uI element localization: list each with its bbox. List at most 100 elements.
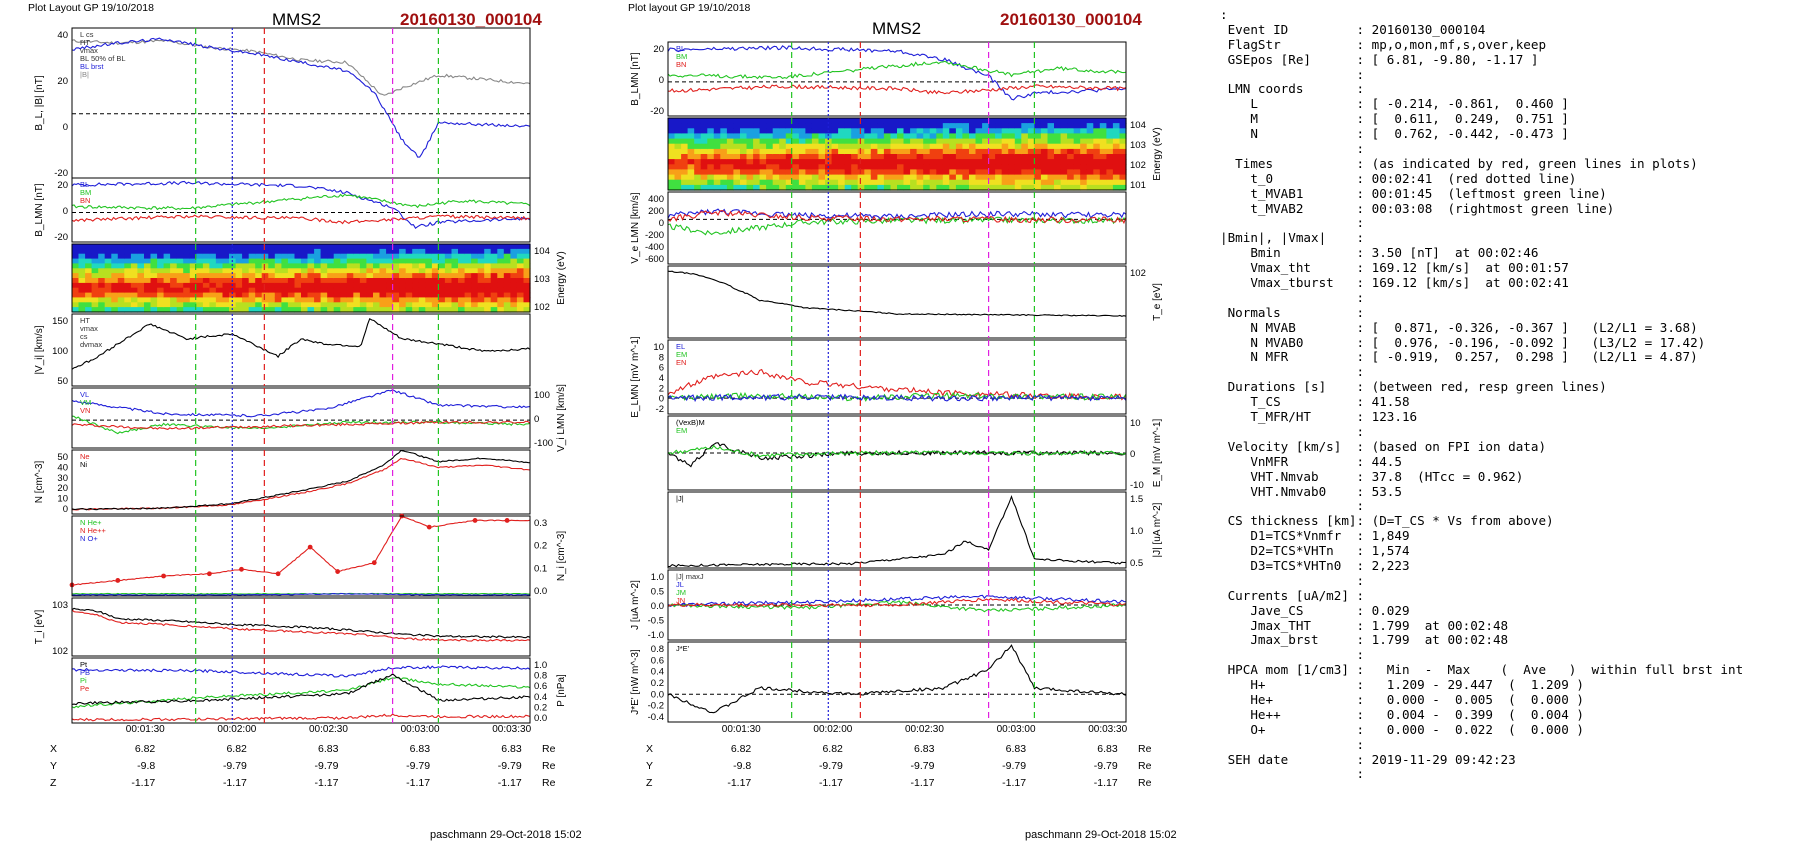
spectrogram-cell bbox=[104, 268, 112, 274]
spectrogram-cell bbox=[857, 133, 865, 140]
spectrogram-cell bbox=[104, 297, 112, 303]
spectrogram-cell bbox=[785, 148, 793, 155]
spectrogram-cell bbox=[681, 184, 689, 191]
spectrogram-cell bbox=[746, 159, 754, 165]
series-line bbox=[71, 214, 531, 225]
spectrogram-cell bbox=[779, 169, 787, 176]
spectrogram-cell bbox=[975, 143, 983, 150]
series-line bbox=[71, 713, 531, 722]
y-tick-label: 104 bbox=[1130, 120, 1146, 131]
spectrogram-cell bbox=[379, 302, 387, 308]
spectrogram-cell bbox=[1054, 148, 1062, 155]
spectrogram-cell bbox=[78, 297, 86, 303]
series-line bbox=[71, 318, 531, 370]
spectrogram-cell bbox=[681, 148, 689, 155]
spectrogram-cell bbox=[969, 148, 977, 155]
series-line bbox=[667, 393, 1127, 403]
spectrogram-cell bbox=[955, 184, 963, 191]
spectrogram-cell bbox=[399, 263, 407, 269]
spectrogram-cell bbox=[451, 273, 459, 279]
position-value: 6.82 bbox=[731, 743, 752, 755]
spectrogram-cell bbox=[988, 169, 996, 176]
panel-frame bbox=[667, 191, 1127, 265]
spectrogram-cell bbox=[222, 244, 230, 250]
spectrogram-cell bbox=[792, 138, 800, 145]
spectrogram-cell bbox=[1112, 184, 1120, 191]
spectrogram-cell bbox=[366, 273, 374, 279]
spectrogram-cell bbox=[1054, 154, 1062, 160]
spectrogram-cell bbox=[438, 287, 446, 294]
spectrogram-cell bbox=[851, 133, 859, 140]
spectrogram-cell bbox=[287, 282, 295, 289]
spectrogram-cell bbox=[78, 253, 86, 260]
y-tick-label: 103 bbox=[1130, 140, 1146, 151]
spectrogram-cell bbox=[346, 268, 354, 274]
y-tick-label: 150 bbox=[52, 316, 68, 327]
info-line: N MVAB : [ 0.871, -0.326, -0.367 ] (L2/L… bbox=[1220, 319, 1698, 335]
spectrogram-cell bbox=[98, 268, 106, 274]
spectrogram-cell bbox=[418, 263, 426, 269]
spectrogram-cell bbox=[870, 123, 878, 129]
spectrogram-cell bbox=[995, 123, 1003, 129]
spectrogram-cell bbox=[740, 143, 748, 150]
spectrogram-cell bbox=[903, 123, 911, 129]
spectrogram-cell bbox=[838, 123, 846, 129]
spectrogram-cell bbox=[438, 292, 446, 299]
legend-entry: vmax bbox=[80, 324, 98, 333]
x-tick-label: 00:03:00 bbox=[401, 724, 440, 735]
spectrogram-cell bbox=[458, 268, 466, 274]
spectrogram-cell bbox=[392, 292, 400, 299]
spectrogram-cell bbox=[890, 169, 898, 176]
spectrogram-cell bbox=[235, 282, 243, 289]
spectrogram-cell bbox=[72, 297, 80, 303]
spectrogram-cell bbox=[955, 148, 963, 155]
x-tick-label: 00:02:00 bbox=[217, 724, 256, 735]
spectrogram-cell bbox=[196, 273, 204, 279]
spectrogram-cell bbox=[700, 148, 708, 155]
spectrogram-cell bbox=[982, 128, 990, 134]
spectrogram-cell bbox=[1021, 123, 1029, 129]
spectrogram-cell bbox=[890, 159, 898, 165]
spectrogram-cell bbox=[373, 244, 381, 250]
spectrogram-cell bbox=[982, 138, 990, 145]
spectrogram-cell bbox=[130, 248, 138, 255]
spectrogram-cell bbox=[484, 263, 492, 269]
spectrogram-cell bbox=[130, 287, 138, 294]
spectrogram-cell bbox=[150, 292, 158, 299]
spectrogram-cell bbox=[1093, 128, 1101, 134]
spectrogram-cell bbox=[1073, 118, 1081, 124]
spectrogram-cell bbox=[916, 128, 924, 134]
spectrogram-cell bbox=[163, 273, 171, 279]
y-tick-label: -0.5 bbox=[648, 616, 664, 627]
spectrogram-cell bbox=[412, 248, 420, 255]
spectrogram-cell bbox=[346, 307, 354, 313]
event-info-panel: : Event ID : 20160130_000104 FlagStr : m… bbox=[1220, 7, 1800, 828]
spectrogram-cell bbox=[700, 138, 708, 145]
spectrogram-cell bbox=[1047, 148, 1055, 155]
spectrogram-cell bbox=[995, 138, 1003, 145]
spectrogram-cell bbox=[523, 268, 531, 274]
spectrogram-cell bbox=[811, 164, 819, 170]
spectrogram-cell bbox=[897, 118, 905, 124]
spectrogram-cell bbox=[215, 253, 223, 260]
spectrogram-cell bbox=[753, 118, 761, 124]
spectrogram-cell bbox=[1047, 164, 1055, 170]
spectrogram-cell bbox=[111, 287, 119, 294]
spectrogram-cell bbox=[785, 133, 793, 140]
spectrogram-cell bbox=[792, 118, 800, 124]
spectrogram-cell bbox=[740, 118, 748, 124]
spectrogram-cell bbox=[1034, 133, 1042, 140]
info-line: Velocity [km/s] : (based on FPI ion data… bbox=[1220, 438, 1547, 454]
spectrogram-cell bbox=[1086, 179, 1094, 186]
data-point bbox=[426, 524, 432, 530]
y-axis-label: N_i [cm^-3] bbox=[556, 531, 567, 581]
spectrogram-cell bbox=[1099, 154, 1107, 160]
spectrogram-cell bbox=[176, 268, 184, 274]
spectrogram-cell bbox=[170, 307, 178, 313]
spectrogram-cell bbox=[936, 128, 944, 134]
y-tick-label: 1.0 bbox=[534, 660, 547, 671]
spectrogram-cell bbox=[923, 128, 931, 134]
spectrogram-cell bbox=[157, 244, 165, 250]
spectrogram-cell bbox=[890, 164, 898, 170]
spectrogram-cell bbox=[870, 154, 878, 160]
